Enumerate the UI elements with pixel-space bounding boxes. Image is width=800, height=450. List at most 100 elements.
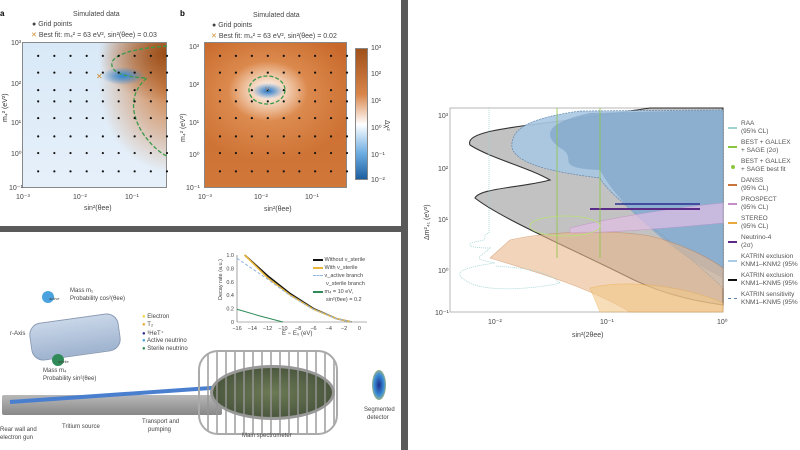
- panel-a-ytick: 10⁻¹: [9, 185, 23, 192]
- legend-best-fit-label: Best fit: m₄² = 63 eV², sin²(θee) = 0.02: [218, 33, 337, 40]
- grid-point: [298, 170, 301, 173]
- exclusion-ytick: 10⁻¹: [435, 310, 449, 317]
- grid-point: [165, 71, 169, 74]
- panel-b-legend-grid: ● Grid points: [212, 22, 253, 29]
- inset-ytick: 0.4: [226, 293, 234, 299]
- segmented-detector-icon: [372, 370, 386, 400]
- legend-swatch: [728, 203, 737, 205]
- grid-point: [85, 151, 88, 155]
- legend-sublabel: (2σ): [741, 242, 753, 249]
- grid-point: [37, 151, 40, 155]
- grid-point: [165, 170, 169, 173]
- grid-point: [218, 54, 222, 58]
- inset-ytick: 1.0: [226, 253, 234, 259]
- inset-legend-item: ν_sterile branch: [326, 281, 365, 287]
- panel-b-grid-points: [218, 54, 349, 173]
- legend-label: KATRIN exclusion: [741, 272, 794, 279]
- inset-xtick: 0: [358, 326, 361, 332]
- grid-point: [85, 135, 88, 138]
- legend-label: PROSPECT: [741, 196, 777, 203]
- grid-point: [282, 54, 285, 58]
- panel-a-ytick: 10³: [11, 40, 22, 47]
- panel-b-ytick: 10²: [189, 82, 200, 89]
- legend-label: KATRIN sensitivity: [741, 291, 795, 298]
- grid-point: [117, 100, 120, 103]
- grid-point: [85, 100, 88, 103]
- grid-point: [266, 116, 269, 120]
- grid-point: [298, 100, 301, 103]
- panel-a-grid-points: [37, 54, 169, 173]
- grid-point: [101, 89, 104, 92]
- exclusion-chart: [449, 107, 724, 313]
- grid-point: [314, 170, 317, 173]
- exclusion-ytick: 10⁰: [438, 268, 449, 275]
- exclusion-legend: RAA (95% CL) BEST + GALLEX + SAGE (2σ) BEST …: [728, 120, 800, 320]
- inset-xtick: −8: [295, 326, 301, 332]
- grid-point: [345, 151, 349, 155]
- inset-xtick: −4: [326, 326, 332, 332]
- grid-point: [133, 100, 136, 103]
- exclusion-ytick: 10³: [438, 113, 449, 120]
- grid-point: [345, 100, 349, 103]
- grid-point: [250, 71, 253, 74]
- grid-point: [69, 100, 72, 103]
- exclusion-ytick: 10¹: [438, 217, 449, 224]
- grid-point: [133, 151, 136, 155]
- grid-point: [298, 71, 301, 74]
- inset-xtick: −16: [232, 326, 241, 332]
- grid-point: [165, 100, 169, 103]
- grid-point: [133, 89, 136, 92]
- grid-point: [250, 135, 253, 138]
- panel-b-ytick: 10¹: [189, 120, 200, 127]
- grid-point: [234, 151, 237, 155]
- grid-point: [234, 135, 237, 138]
- grid-point: [282, 100, 285, 103]
- grid-point: [266, 100, 269, 103]
- grid-point: [117, 54, 120, 58]
- legend-sublabel: KNM1–KNM2 (95%: [741, 261, 798, 268]
- grid-point: [282, 89, 285, 92]
- grid-point: [218, 170, 222, 173]
- grid-point: [101, 170, 104, 173]
- grid-point: [69, 170, 72, 173]
- inset-xtick: −6: [310, 326, 316, 332]
- active-tag: active: [49, 296, 60, 301]
- grid-point: [149, 170, 152, 173]
- legend-grid-label: Grid points: [38, 21, 73, 28]
- legend-label: STEREO: [741, 215, 768, 222]
- grid-point: [345, 116, 349, 120]
- grid-point: [314, 100, 317, 103]
- legend-label: DANSS: [741, 177, 764, 184]
- legend-swatch: [731, 165, 735, 169]
- spectrometer-coils: [198, 350, 338, 435]
- panel-a-ytick: 10²: [11, 81, 22, 88]
- grid-point: [266, 151, 269, 155]
- panel-a-legend-grid: ● Grid points: [32, 21, 73, 28]
- best-gallex-contour: [529, 215, 601, 237]
- grid-point: [37, 170, 40, 173]
- active-prob-label: Probability cos²(θee): [70, 296, 126, 302]
- legend-label: KATRIN exclusion: [741, 253, 794, 260]
- grid-point: [53, 71, 56, 74]
- grid-point: [218, 135, 222, 138]
- legend-swatch: [728, 184, 737, 186]
- decay-rate-chart: −16 −14 −12 −10 −8 −6 −4 −2 0 1.0 0.8 0.6 0.4 0.2 0: [226, 253, 367, 332]
- inset-series-line: [244, 254, 352, 323]
- grid-point: [101, 71, 104, 74]
- grid-point: [69, 71, 72, 74]
- inset-xtick: −12: [263, 326, 272, 332]
- grid-point: [165, 89, 169, 92]
- grid-point: [234, 100, 237, 103]
- grid-point: [117, 135, 120, 138]
- legend-sublabel: (95% CL): [741, 223, 769, 230]
- panel-a-contour: [111, 45, 168, 157]
- grid-point: [69, 89, 72, 92]
- grid-point: [250, 89, 253, 92]
- grid-point: [37, 116, 40, 120]
- inset-series-line: [236, 257, 352, 323]
- grid-point: [329, 170, 333, 173]
- legend-sublabel: (95% CL): [741, 185, 769, 192]
- panel-divider-horizontal: [0, 226, 401, 232]
- panel-a-legend-best-fit: ✕ Best fit: m₄² = 63 eV², sin²(θee) = 0.…: [31, 32, 157, 39]
- grid-point: [329, 116, 333, 120]
